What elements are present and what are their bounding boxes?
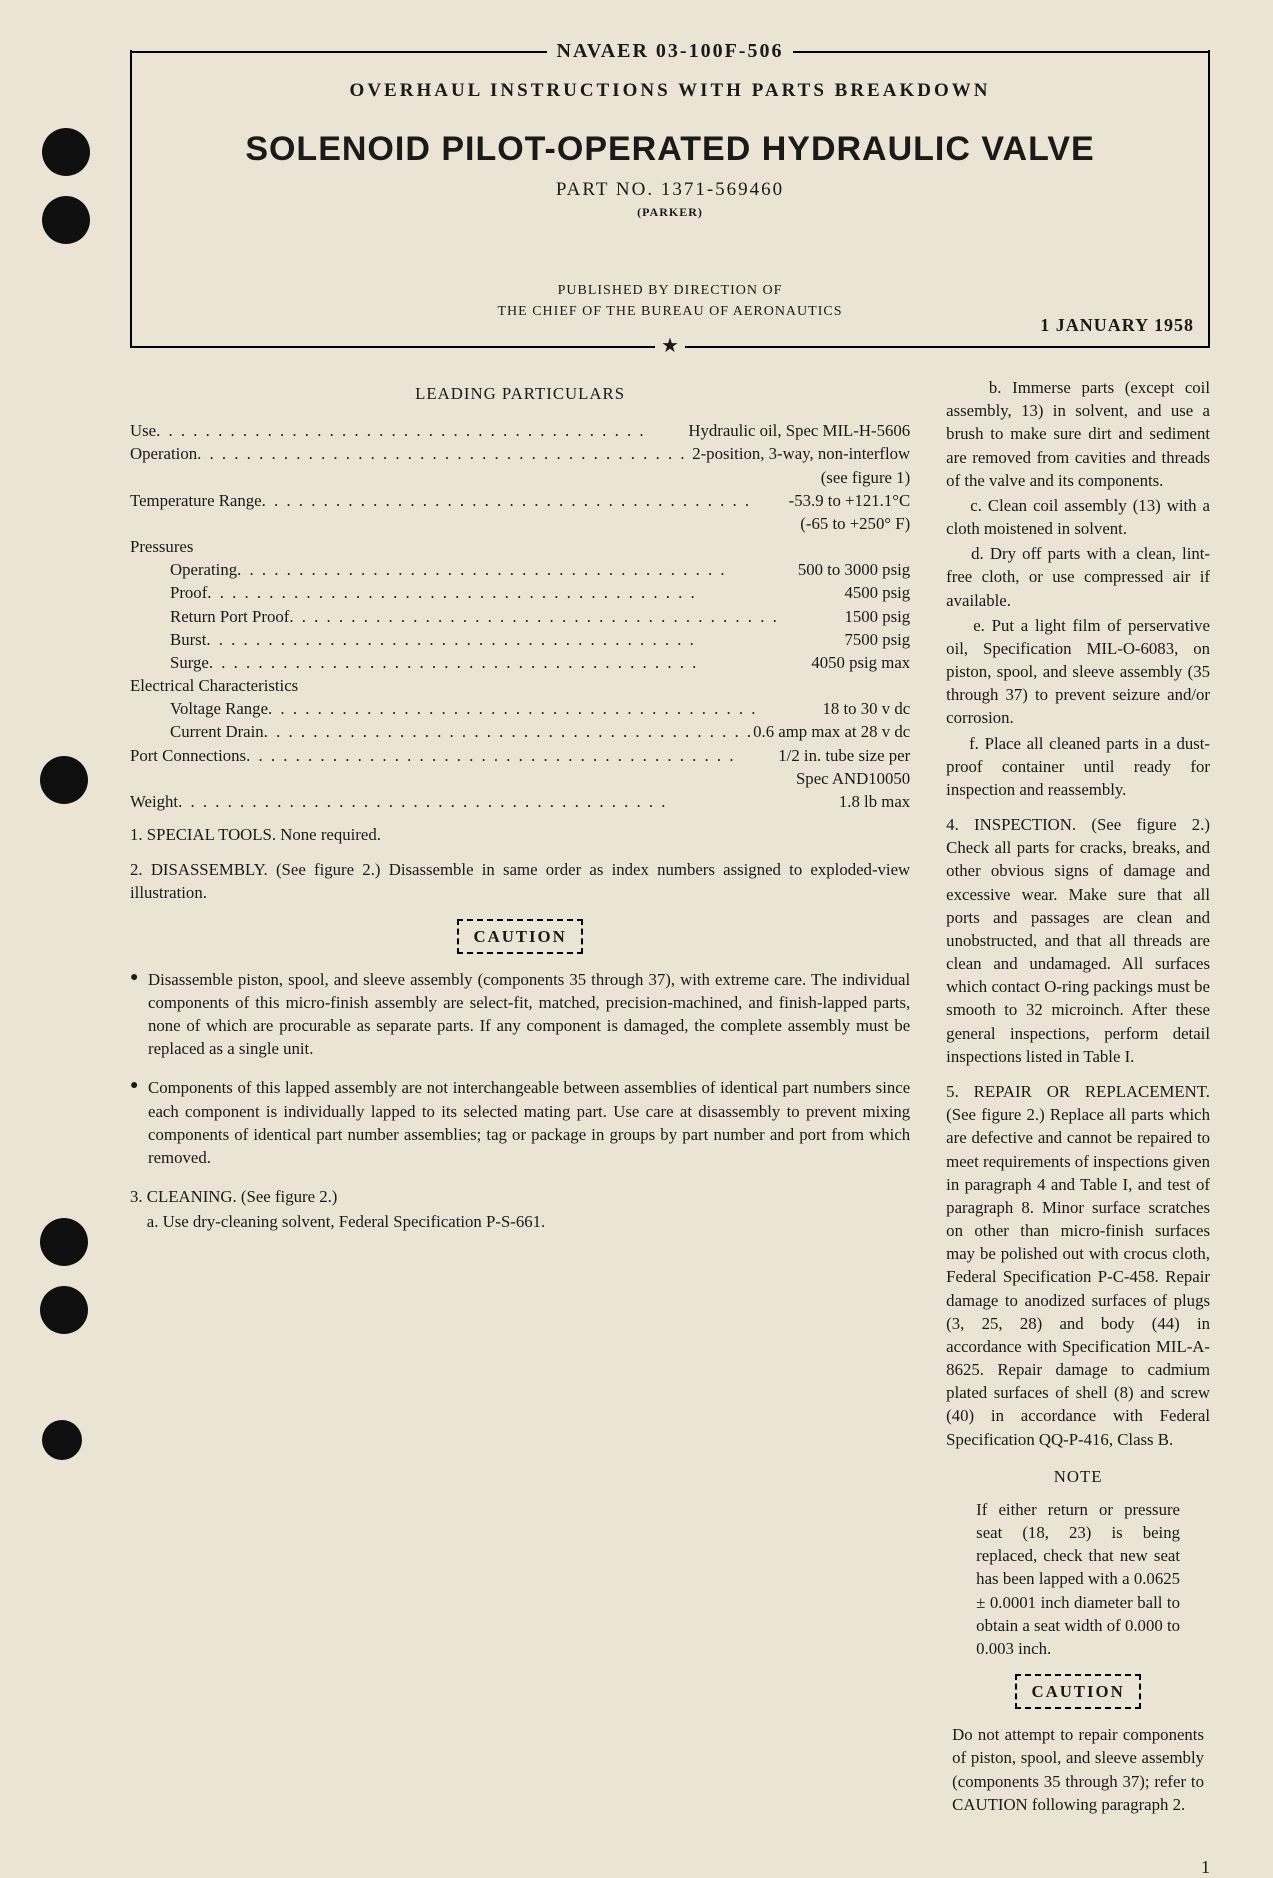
- spec-leader-dots: [246, 744, 778, 767]
- spec-label: Surge: [170, 651, 209, 674]
- spec-value: -53.9 to +121.1°C: [789, 489, 911, 512]
- spec-group-label: Pressures: [130, 535, 910, 558]
- para-inspection: 4. INSPECTION. (See figure 2.) Check all…: [946, 813, 1210, 1068]
- spec-row: Temperature Range -53.9 to +121.1°C: [130, 489, 910, 512]
- spec-row: Operating 500 to 3000 psig: [130, 558, 910, 581]
- spec-label: Port Connections: [130, 744, 246, 767]
- caution-bullet-2: Components of this lapped assembly are n…: [130, 1076, 910, 1169]
- spec-continuation: (see figure 1): [130, 466, 910, 489]
- punch-hole: [42, 1420, 82, 1460]
- para-cleaning-head: 3. CLEANING. (See figure 2.): [130, 1185, 910, 1208]
- spec-continuation: (-65 to +250° F): [130, 512, 910, 535]
- main-title: SOLENOID PILOT-OPERATED HYDRAULIC VALVE: [172, 130, 1168, 169]
- spec-leader-dots: [289, 605, 844, 628]
- punch-hole: [42, 196, 90, 244]
- spec-label: Proof: [170, 581, 207, 604]
- caution-2-body: Do not attempt to repair components of p…: [946, 1723, 1210, 1816]
- caution-label-2: CAUTION: [1015, 1674, 1140, 1709]
- spec-value: 2-position, 3-way, non-interflow: [692, 442, 910, 465]
- para-cleaning-e: e. Put a light film of perservative oil,…: [946, 614, 1210, 730]
- spec-value: Hydraulic oil, Spec MIL-H-5606: [688, 419, 910, 442]
- spec-leader-dots: [268, 697, 823, 720]
- spec-leader-dots: [237, 558, 798, 581]
- body-columns: LEADING PARTICULARS Use Hydraulic oil, S…: [130, 376, 1210, 1828]
- spec-value: 1/2 in. tube size per: [778, 744, 910, 767]
- spec-leader-dots: [156, 419, 688, 442]
- spec-leader-dots: [209, 651, 811, 674]
- spec-row: Operation 2-position, 3-way, non-interfl…: [130, 442, 910, 465]
- leading-particulars-list: Use Hydraulic oil, Spec MIL-H-5606Operat…: [130, 419, 910, 813]
- para-repair: 5. REPAIR OR REPLACEMENT. (See figure 2.…: [946, 1080, 1210, 1451]
- spec-group-label: Electrical Characteristics: [130, 674, 910, 697]
- spec-row: Voltage Range 18 to 30 v dc: [130, 697, 910, 720]
- punch-hole: [40, 1286, 88, 1334]
- spec-leader-dots: [264, 720, 753, 743]
- spec-row: Port Connections 1/2 in. tube size per: [130, 744, 910, 767]
- publisher: PUBLISHED BY DIRECTION OF THE CHIEF OF T…: [172, 280, 1168, 322]
- left-column: LEADING PARTICULARS Use Hydraulic oil, S…: [130, 376, 910, 1828]
- punch-hole: [40, 756, 88, 804]
- spec-label: Use: [130, 419, 156, 442]
- spec-leader-dots: [262, 489, 789, 512]
- para-cleaning-a: a. Use dry-cleaning solvent, Federal Spe…: [130, 1210, 910, 1233]
- spec-continuation: Spec AND10050: [130, 767, 910, 790]
- para-special-tools: 1. SPECIAL TOOLS. None required.: [130, 823, 910, 846]
- spec-row: Burst 7500 psig: [130, 628, 910, 651]
- para-cleaning-c: c. Clean coil assembly (13) with a cloth…: [946, 494, 1210, 540]
- spec-row: Proof 4500 psig: [130, 581, 910, 604]
- spec-leader-dots: [197, 442, 692, 465]
- spec-label: Weight: [130, 790, 178, 813]
- star-icon: ★: [655, 333, 685, 358]
- doc-number: NAVAER 03-100F-506: [547, 40, 794, 63]
- header-box: NAVAER 03-100F-506 OVERHAUL INSTRUCTIONS…: [130, 50, 1210, 348]
- header-top-rule: NAVAER 03-100F-506: [132, 40, 1208, 63]
- spec-value: 4050 psig max: [811, 651, 910, 674]
- caution-1: CAUTION: [130, 919, 910, 954]
- spec-label: Operating: [170, 558, 237, 581]
- spec-label: Voltage Range: [170, 697, 268, 720]
- para-cleaning-b: b. Immerse parts (except coil assembly, …: [946, 376, 1210, 492]
- spec-label: Current Drain: [170, 720, 264, 743]
- publisher-line2: THE CHIEF OF THE BUREAU OF AERONAUTICS: [498, 304, 843, 319]
- spec-value: 18 to 30 v dc: [823, 697, 911, 720]
- spec-label: Burst: [170, 628, 206, 651]
- spec-row: Current Drain 0.6 amp max at 28 v dc: [130, 720, 910, 743]
- publication-date: 1 JANUARY 1958: [1040, 315, 1194, 336]
- spec-row: Weight 1.8 lb max: [130, 790, 910, 813]
- spec-row: Return Port Proof 1500 psig: [130, 605, 910, 628]
- spec-value: 500 to 3000 psig: [798, 558, 910, 581]
- part-number: PART NO. 1371-569460: [172, 179, 1168, 201]
- spec-leader-dots: [206, 628, 844, 651]
- caution-bullet-1: Disassemble piston, spool, and sleeve as…: [130, 968, 910, 1061]
- para-cleaning-d: d. Dry off parts with a clean, lint-free…: [946, 542, 1210, 612]
- spec-leader-dots: [178, 790, 839, 813]
- leading-particulars-heading: LEADING PARTICULARS: [130, 382, 910, 405]
- spec-row: Use Hydraulic oil, Spec MIL-H-5606: [130, 419, 910, 442]
- spec-label: Temperature Range: [130, 489, 262, 512]
- manufacturer: (PARKER): [172, 205, 1168, 220]
- spec-value: 1500 psig: [844, 605, 910, 628]
- spec-value: 7500 psig: [844, 628, 910, 651]
- punch-hole: [42, 128, 90, 176]
- doc-type: OVERHAUL INSTRUCTIONS WITH PARTS BREAKDO…: [172, 80, 1168, 102]
- note-heading: NOTE: [946, 1465, 1210, 1488]
- page: NAVAER 03-100F-506 OVERHAUL INSTRUCTIONS…: [130, 50, 1210, 1828]
- publisher-line1: PUBLISHED BY DIRECTION OF: [558, 283, 783, 298]
- spec-row: Surge 4050 psig max: [130, 651, 910, 674]
- caution-label: CAUTION: [457, 919, 582, 954]
- spec-value: 1.8 lb max: [839, 790, 910, 813]
- punch-hole: [40, 1218, 88, 1266]
- spec-value: 4500 psig: [844, 581, 910, 604]
- spec-leader-dots: [207, 581, 844, 604]
- right-column: b. Immerse parts (except coil assembly, …: [946, 376, 1210, 1828]
- para-cleaning-f: f. Place all cleaned parts in a dust-pro…: [946, 732, 1210, 802]
- page-number: 1: [1201, 1857, 1210, 1878]
- para-disassembly: 2. DISASSEMBLY. (See figure 2.) Disassem…: [130, 858, 910, 904]
- spec-label: Return Port Proof: [170, 605, 289, 628]
- caution-2: CAUTION: [946, 1674, 1210, 1709]
- spec-value: 0.6 amp max at 28 v dc: [753, 720, 910, 743]
- spec-label: Operation: [130, 442, 197, 465]
